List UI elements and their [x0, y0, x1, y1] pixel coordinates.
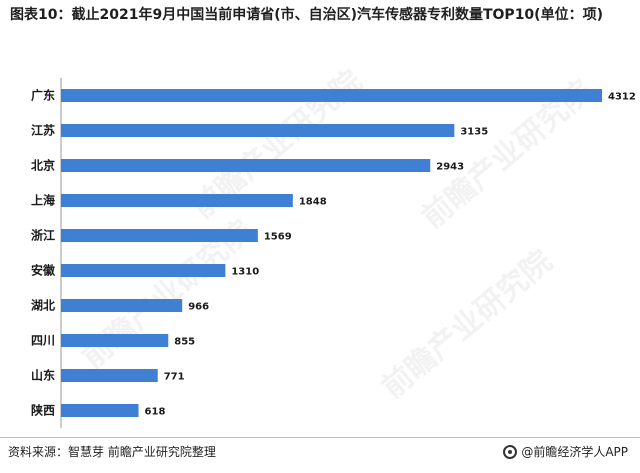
value-label: 966: [188, 302, 209, 313]
bar-9: [61, 404, 139, 417]
source-note: 资料来源：智慧芽 前瞻产业研究院整理: [8, 445, 216, 459]
bar-2: [61, 159, 431, 172]
category-label: 浙江: [31, 228, 55, 243]
footer-divider: [0, 437, 640, 438]
value-label: 3135: [460, 127, 488, 138]
value-label: 771: [164, 372, 185, 383]
category-label: 四川: [31, 334, 55, 348]
category-label: 上海: [31, 193, 55, 208]
bar-1: [61, 124, 455, 137]
bar-0: [61, 89, 602, 102]
value-label: 2943: [436, 162, 464, 173]
chart-title: 图表10：截止2021年9月中国当前申请省(市、自治区)汽车传感器专利数量TOP…: [10, 7, 603, 23]
bar-8: [61, 369, 158, 382]
bar-5: [61, 264, 226, 277]
bars-group: 广东 4312 江苏 3135 北京 2943 上海 1848 浙江 1569 安徽 1310 湖北 96…: [31, 88, 636, 418]
category-label: 北京: [31, 158, 55, 173]
bar-3: [61, 194, 293, 207]
value-label: 1569: [264, 232, 292, 243]
category-label: 广东: [31, 88, 55, 103]
category-label: 江苏: [31, 123, 55, 138]
value-label: 4312: [608, 92, 636, 103]
bar-6: [61, 299, 183, 312]
brand: @前瞻经济学人APP: [503, 443, 628, 460]
brand-label: @前瞻经济学人APP: [521, 445, 628, 459]
brand-logo-icon: [503, 444, 518, 459]
value-label: 1848: [299, 197, 327, 208]
value-label: 855: [174, 337, 195, 348]
value-label: 1310: [231, 267, 259, 278]
bar-4: [61, 229, 258, 242]
value-label: 618: [145, 407, 166, 418]
bar-chart: 广东 4312 江苏 3135 北京 2943 上海 1848 浙江 1569 安徽 1310 湖北 96…: [31, 78, 636, 428]
category-label: 山东: [31, 368, 55, 383]
bar-7: [61, 334, 169, 347]
category-label: 安徽: [31, 263, 56, 278]
category-label: 湖北: [31, 298, 55, 313]
category-label: 陕西: [31, 403, 55, 418]
